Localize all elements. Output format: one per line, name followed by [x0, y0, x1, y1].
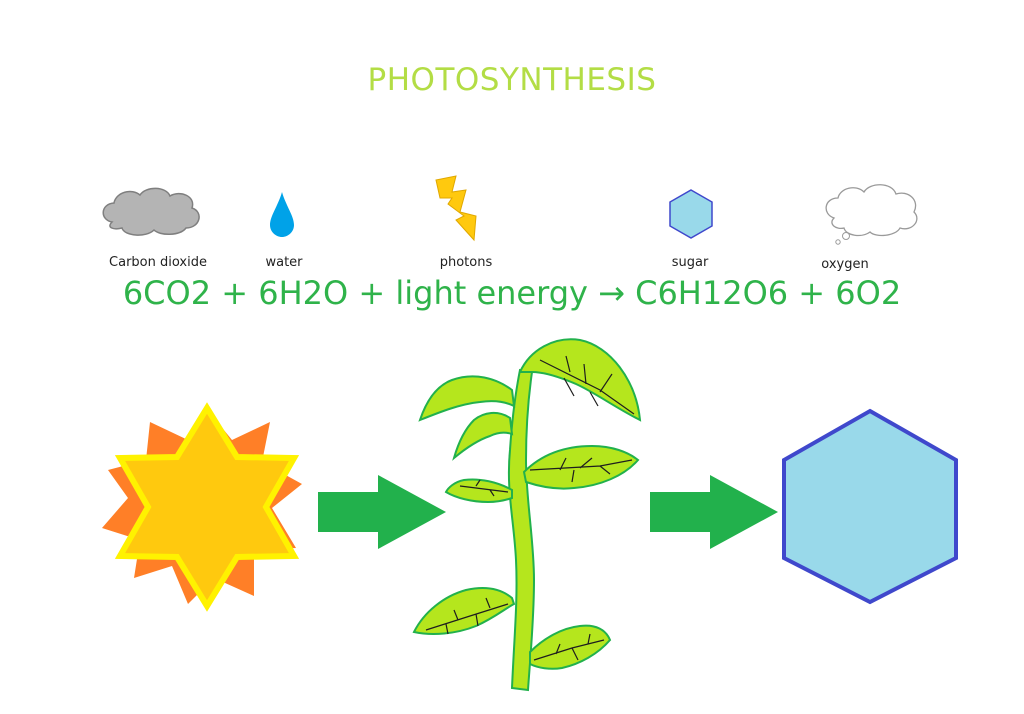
- sugar-hexagon-icon: [669, 189, 713, 239]
- arrow-right-icon: [650, 475, 778, 549]
- gray-cloud-icon: [102, 187, 200, 236]
- plant-icon: [412, 338, 642, 692]
- photons-label: photons: [439, 255, 493, 270]
- water-label: water: [265, 255, 303, 270]
- page-title: PHOTOSYNTHESIS: [367, 62, 657, 98]
- sugar-hexagon-large: [782, 408, 958, 605]
- chemical-equation: 6CO2 + 6H2O + light energy → C6H12O6 + 6…: [122, 274, 902, 312]
- lightning-bolt-icon: [435, 175, 477, 242]
- sugar-label: sugar: [671, 255, 709, 270]
- white-cloud-icon: [825, 184, 918, 245]
- sun-icon: [102, 402, 302, 612]
- carbon-dioxide-label: Carbon dioxide: [109, 255, 207, 270]
- arrow-right-icon: [318, 475, 446, 549]
- water-drop-icon: [270, 192, 294, 237]
- oxygen-label: oxygen: [821, 257, 869, 272]
